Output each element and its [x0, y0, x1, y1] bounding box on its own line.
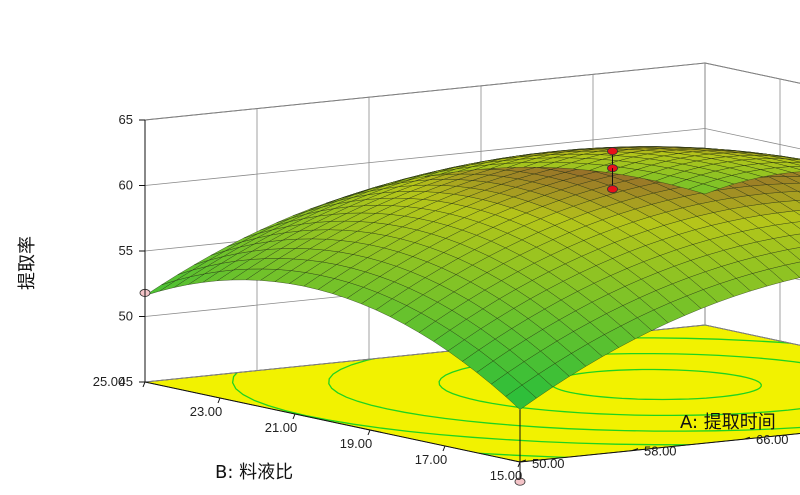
b-tick-label: 17.00 [415, 452, 448, 467]
surface-cell [797, 190, 800, 193]
b-axis-label: B: 料液比 [215, 462, 293, 483]
z-tick-label: 60 [119, 178, 133, 193]
contour-line [550, 368, 762, 401]
a-axis-line [519, 432, 800, 463]
b-tick [442, 445, 446, 452]
surface-cell [795, 200, 800, 204]
design-point [607, 147, 618, 156]
b-tick-label: 15.00 [490, 468, 523, 483]
surface-cell [789, 233, 800, 244]
z-tick-label: 45 [119, 374, 133, 389]
b-tick [142, 381, 146, 388]
b-tick-label: 25.00 [93, 374, 126, 389]
z-tick-label: 55 [119, 243, 133, 258]
grid-line-z [144, 62, 800, 121]
b-tick [517, 461, 521, 468]
z-tick-label: 50 [119, 309, 133, 324]
b-tick [217, 397, 221, 404]
design-point [514, 477, 526, 486]
b-tick-label: 19.00 [340, 436, 373, 451]
a-axis-label: A: 提取时间 [680, 412, 776, 433]
b-tick-label: 23.00 [190, 404, 223, 419]
b-tick-label: 21.00 [265, 420, 298, 435]
surface-cell [687, 183, 720, 195]
surface-cell [791, 221, 800, 229]
b-axis-line [144, 381, 521, 463]
z-tick-label: 65 [119, 112, 133, 127]
b-tick [367, 429, 371, 436]
contour-line [438, 352, 800, 417]
b-tick [292, 413, 296, 420]
a-tick-label: 58.00 [644, 444, 677, 459]
a-tick-label: 66.00 [756, 432, 789, 447]
design-point [607, 185, 618, 194]
surface-cell [793, 210, 800, 216]
z-axis-label: 提取率 [17, 236, 38, 290]
contour-line [231, 325, 800, 446]
